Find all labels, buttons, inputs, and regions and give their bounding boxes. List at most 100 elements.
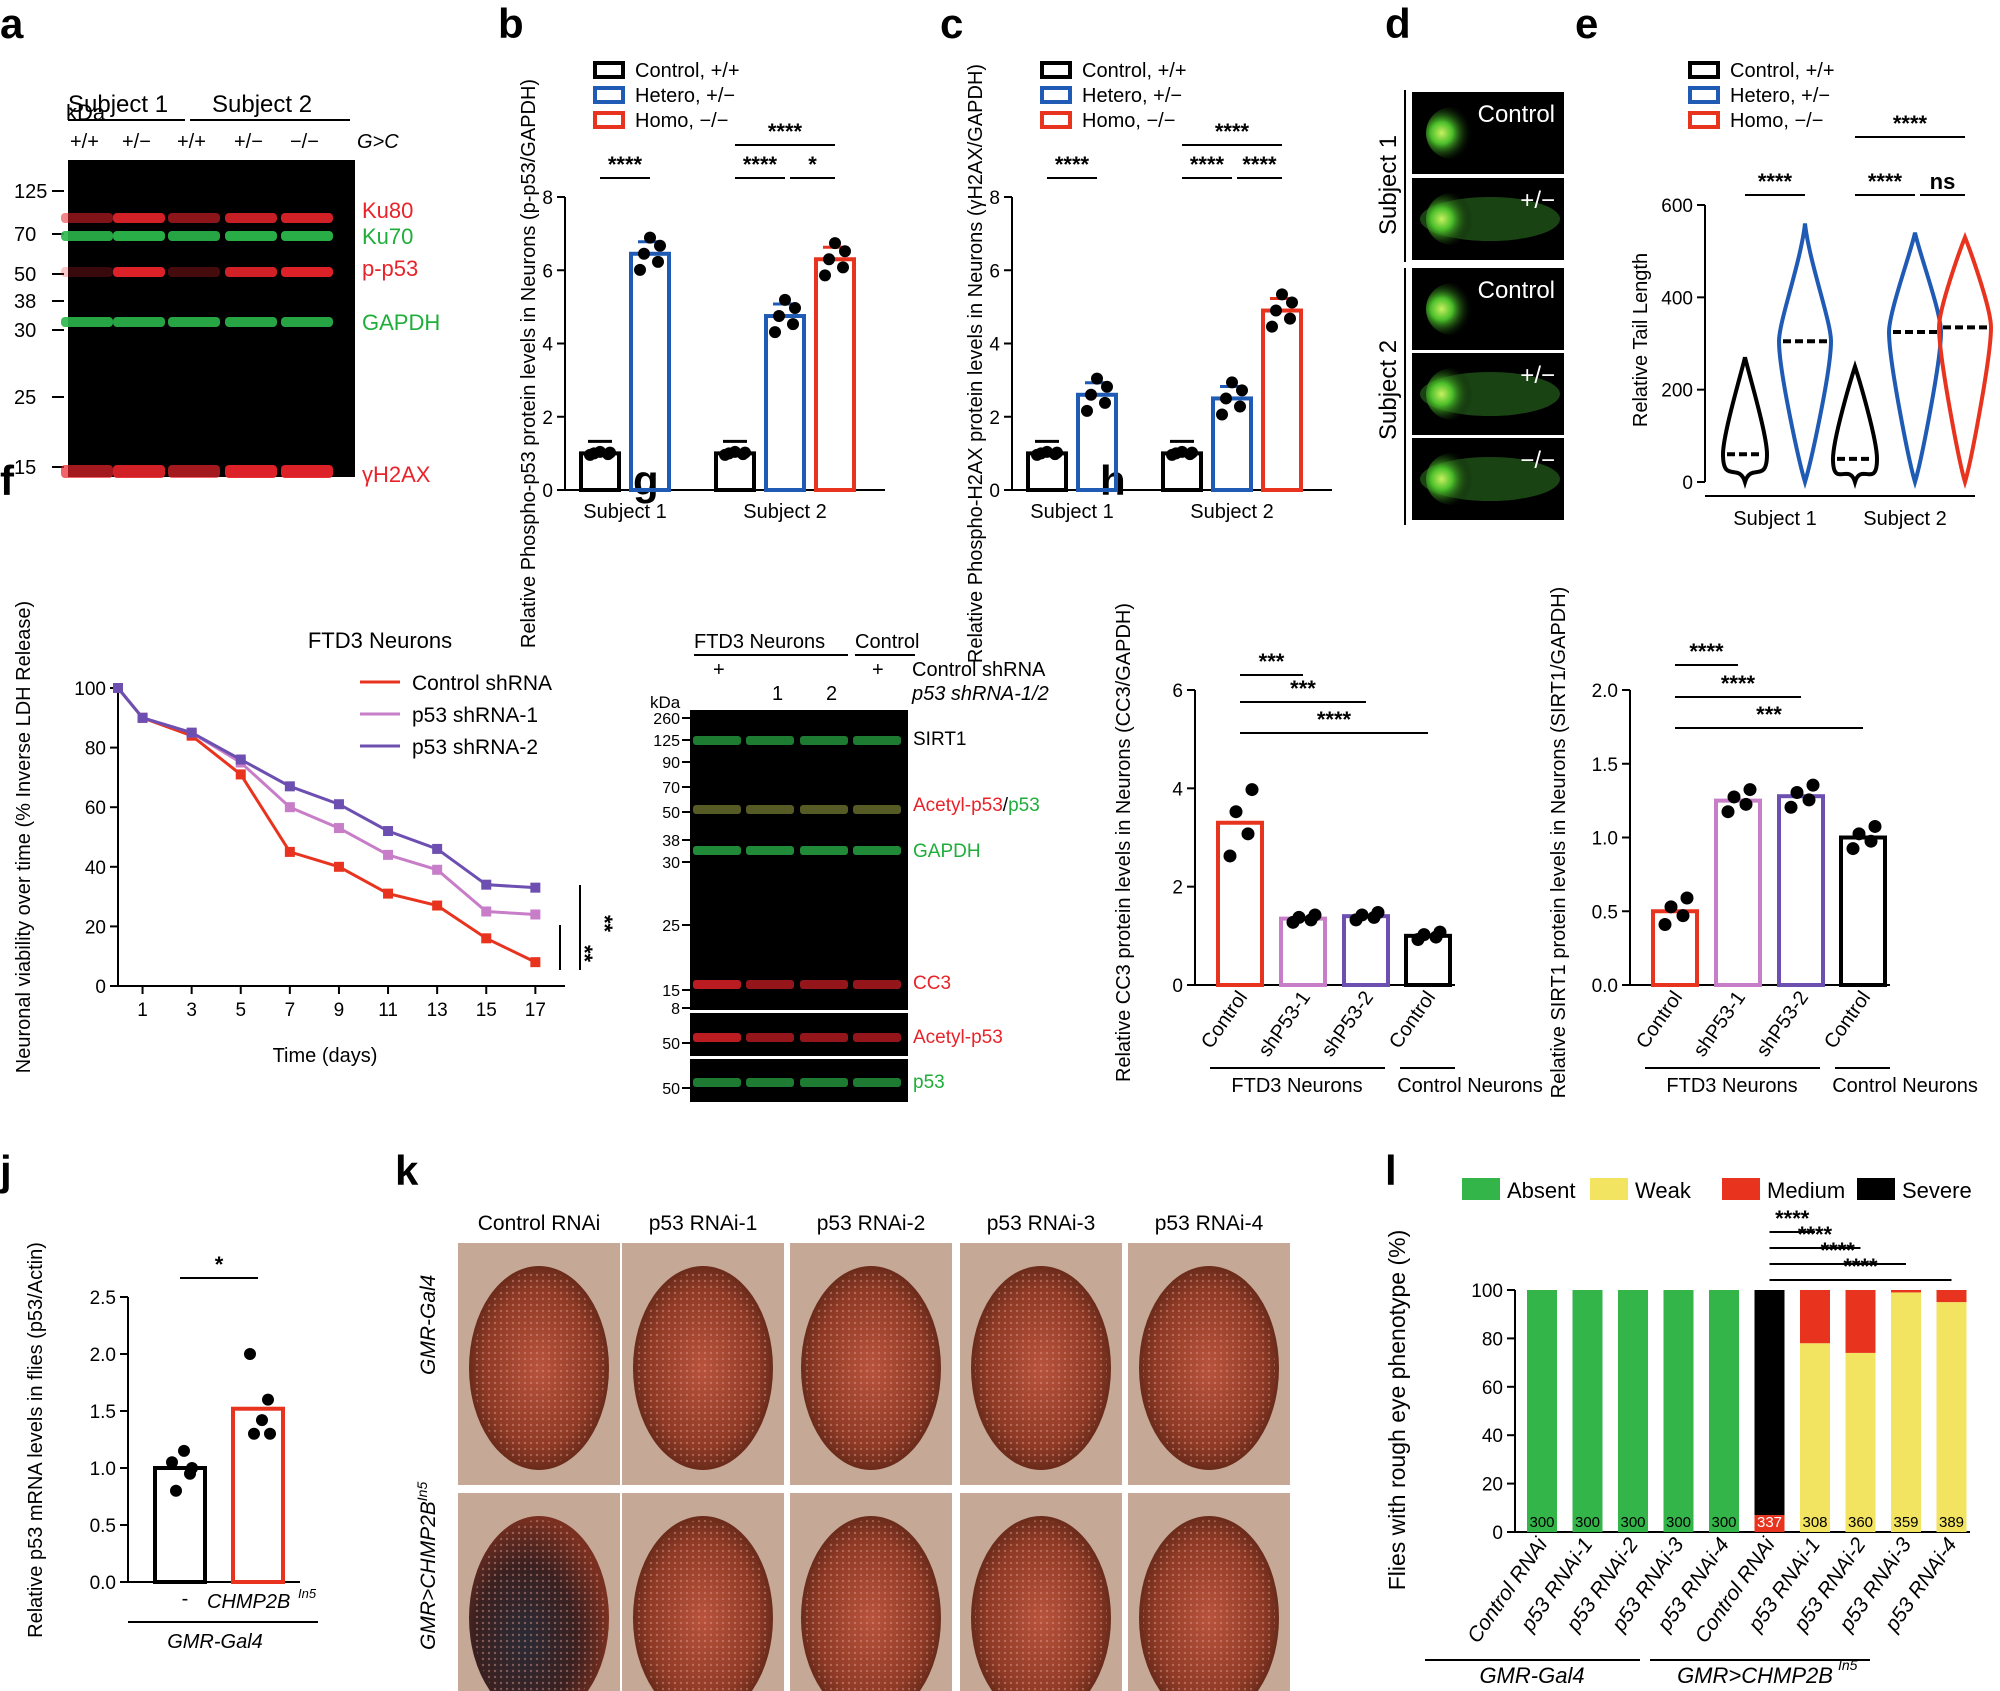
k-row-sup: In5 [414,1482,430,1502]
i-category-label: Control [1820,987,1875,1052]
f-legend-label: Control shRNA [412,672,552,695]
b-data-point [837,261,849,274]
e-sig-label: **** [1758,169,1793,194]
i-data-point [1664,900,1678,914]
b-category-label: Subject 2 [743,501,826,523]
b-sig-label: * [808,152,817,177]
f-point [530,882,541,893]
comet-head [1426,193,1478,245]
g-acetyl-part: Acetyl-p53 [913,795,1003,816]
i-data-point [1680,891,1694,905]
k-eye-facets [975,1520,1107,1691]
lane-label: +/+ [70,131,99,153]
k-eye-facets [975,1270,1107,1466]
g-label-sirt1: SIRT1 [913,729,967,750]
g-kda-marker: 90 [662,755,680,772]
i-bar [1777,794,1825,988]
h-data-point [1223,849,1237,863]
l-sig-label: **** [1821,1238,1856,1263]
g-band [746,1033,794,1042]
j-data-point [186,1462,198,1474]
l-bar-segment [1709,1290,1739,1532]
l-bar-segment [1845,1352,1876,1532]
e-violin [1776,223,1834,489]
h-data-point [1433,925,1447,939]
f-x-tick-label: 1 [137,1000,148,1021]
c-y-tick-label: 0 [989,481,1000,502]
l-legend-swatch [1722,1178,1760,1200]
l-y-tick-label: 0 [1492,1523,1503,1544]
f-y-tick-label: 100 [74,679,106,700]
panel-g-western-blot: FTD3 Neurons Control + + Control shRNA 1… [650,631,1049,1102]
blot-bands [61,213,333,478]
c-data-point [1041,445,1053,458]
f-point [284,802,295,813]
c-data-point [1266,320,1278,333]
l-bar-segment [1754,1515,1785,1532]
f-sig-label: ** [572,945,597,963]
k-eye-facets [805,1520,937,1691]
lane-label: +/+ [177,131,206,153]
f-point [284,781,295,792]
comet-head [1426,107,1478,159]
b-legend-label: Control, +/+ [635,60,740,82]
g-kda-marker: 260 [653,711,680,728]
g-band [853,736,901,745]
l-bar-segment [1800,1290,1830,1344]
i-ylabel: Relative SIRT1 protein levels in Neurons… [1548,587,1570,1099]
blot-band [61,231,113,241]
blot-band [61,267,113,277]
l-legend-label: Absent [1507,1178,1576,1203]
c-legend-swatch [1040,61,1072,79]
f-point [333,861,344,872]
b-data-point [652,255,664,268]
e-category-label: Subject 1 [1733,508,1816,530]
band-label: Ku70 [362,224,413,249]
panel-letter-g: g [633,457,659,504]
f-x-tick-label: 17 [525,1000,546,1021]
g-label-gapdh: GAPDH [913,841,981,862]
g-band [693,980,741,989]
i-data-point [1784,800,1798,814]
kda-marker: 30 [14,320,36,342]
h-data-point [1308,908,1322,922]
l-group-label: GMR>CHMP2B [1677,1663,1833,1688]
kda-marker: 15 [14,457,36,479]
l-bar-segment [1663,1290,1694,1532]
f-legend-label: p53 shRNA-2 [412,736,538,759]
i-y-tick-label: 2.0 [1592,681,1618,702]
c-data-point [1085,388,1097,401]
c-legend-label: Homo, −/− [1082,110,1175,132]
blot-band [168,231,220,241]
f-x-tick-label: 11 [378,1000,398,1021]
h-bar [1404,933,1452,987]
h-category-label: Control [1197,987,1252,1052]
blot-band [225,465,277,478]
c-data-point [1091,372,1103,385]
d-subject2: Subject 2 [1375,340,1402,440]
b-data-point [594,445,606,458]
h-category-label: shP53-1 [1254,987,1315,1061]
c-data-point [1101,380,1113,393]
l-bar-segment [1618,1290,1648,1532]
g-kda-marker: 30 [662,855,680,872]
g-band [746,846,794,855]
b-data-point [823,253,835,266]
f-x-tick-label: 15 [476,1000,497,1021]
b-bar [629,251,671,492]
l-y-tick-label: 40 [1482,1426,1503,1447]
g-kda-marker: 25 [662,918,680,935]
panel-c-chart: Control, +/+ Hetero, +/− Homo, −/− Relative… [965,60,1332,663]
g-band [746,980,794,989]
b-data-point [819,269,831,282]
i-data-point [1868,819,1882,833]
panel-letter-d: d [1385,0,1411,47]
j-ylabel: Relative p53 mRNA levels in flies (p53/A… [25,1242,47,1638]
g-slash: / [1003,795,1009,816]
b-data-point [739,446,751,459]
l-sig-label: **** [1843,1254,1878,1279]
g-kda-marker: 50 [662,1081,680,1098]
b-data-point [729,445,741,458]
e-ylabel: Relative Tail Length [1630,253,1652,427]
b-y-tick-label: 4 [542,335,553,356]
